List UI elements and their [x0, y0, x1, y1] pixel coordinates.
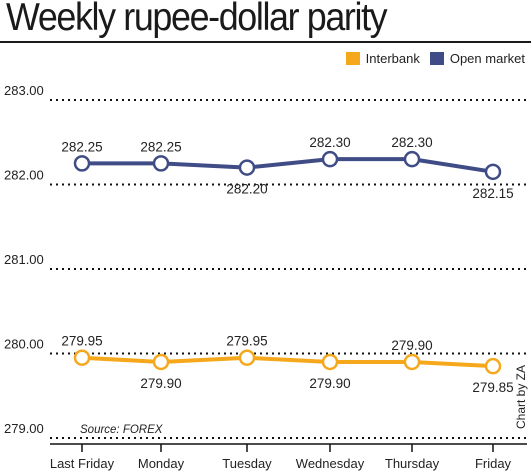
data-point-interbank-tuesday: [238, 349, 256, 366]
y-tick-label-1: 280.00: [4, 337, 44, 352]
data-point-open-market-tuesday: [238, 159, 256, 176]
data-point-open-market-friday: [484, 163, 502, 181]
y-tick-label-2: 281.00: [4, 252, 44, 267]
x-tick-label-tuesday: Tuesday: [222, 456, 272, 471]
data-label-open-market-friday: 282.15: [472, 186, 513, 201]
chart-title: Weekly rupee-dollar parity: [6, 0, 388, 39]
y-tick-label-3: 282.00: [4, 168, 44, 183]
x-tick-label-wednesday: Wednesday: [296, 456, 365, 471]
source-note: Source: FOREX: [80, 424, 163, 436]
legend-swatch-interbank: [345, 52, 360, 65]
data-label-open-market-monday: 282.25: [140, 139, 181, 154]
series-line-open-market: [82, 157, 494, 174]
data-point-open-market-last-friday: [73, 155, 91, 172]
legend: Interbank Open market: [345, 51, 525, 66]
data-label-open-market-thursday: 282.30: [391, 135, 432, 150]
data-point-interbank-last-friday: [73, 349, 91, 366]
legend-swatch-open-market: [429, 52, 444, 65]
legend-item-open-market: Open market: [429, 51, 525, 66]
data-label-interbank-wednesday: 279.90: [309, 376, 350, 391]
data-point-interbank-monday: [152, 353, 170, 371]
data-label-open-market-tuesday: 282.20: [226, 182, 267, 197]
data-label-interbank-monday: 279.90: [140, 376, 181, 391]
x-tick-label-last-friday: Last Friday: [50, 456, 115, 471]
data-point-open-market-wednesday: [321, 150, 339, 168]
y-tick-label-0: 279.00: [4, 421, 44, 436]
legend-label-open-market: Open market: [449, 51, 525, 66]
x-tick-label-thursday: Thursday: [385, 456, 440, 471]
title-rule: [0, 41, 531, 43]
y-tick-label-4: 283.00: [4, 83, 44, 98]
data-label-interbank-thursday: 279.90: [391, 338, 432, 353]
data-point-interbank-wednesday: [321, 353, 339, 371]
data-label-open-market-wednesday: 282.30: [309, 135, 350, 150]
chart-credit: Chart by ZA: [514, 364, 528, 430]
legend-label-interbank: Interbank: [365, 51, 420, 66]
data-label-interbank-last-friday: 279.95: [61, 334, 102, 349]
data-label-interbank-tuesday: 279.95: [226, 334, 267, 349]
series-line-interbank: [81, 355, 494, 369]
data-label-interbank-friday: 279.85: [472, 380, 513, 395]
data-point-open-market-monday: [152, 155, 170, 172]
x-tick-label-monday: Monday: [138, 456, 185, 471]
data-point-open-market-thursday: [403, 150, 421, 168]
x-tick-label-friday: Friday: [475, 456, 512, 471]
data-point-interbank-thursday: [403, 353, 421, 371]
data-point-interbank-friday: [484, 357, 502, 375]
data-label-open-market-last-friday: 282.25: [61, 139, 102, 154]
legend-item-interbank: Interbank: [345, 51, 420, 66]
